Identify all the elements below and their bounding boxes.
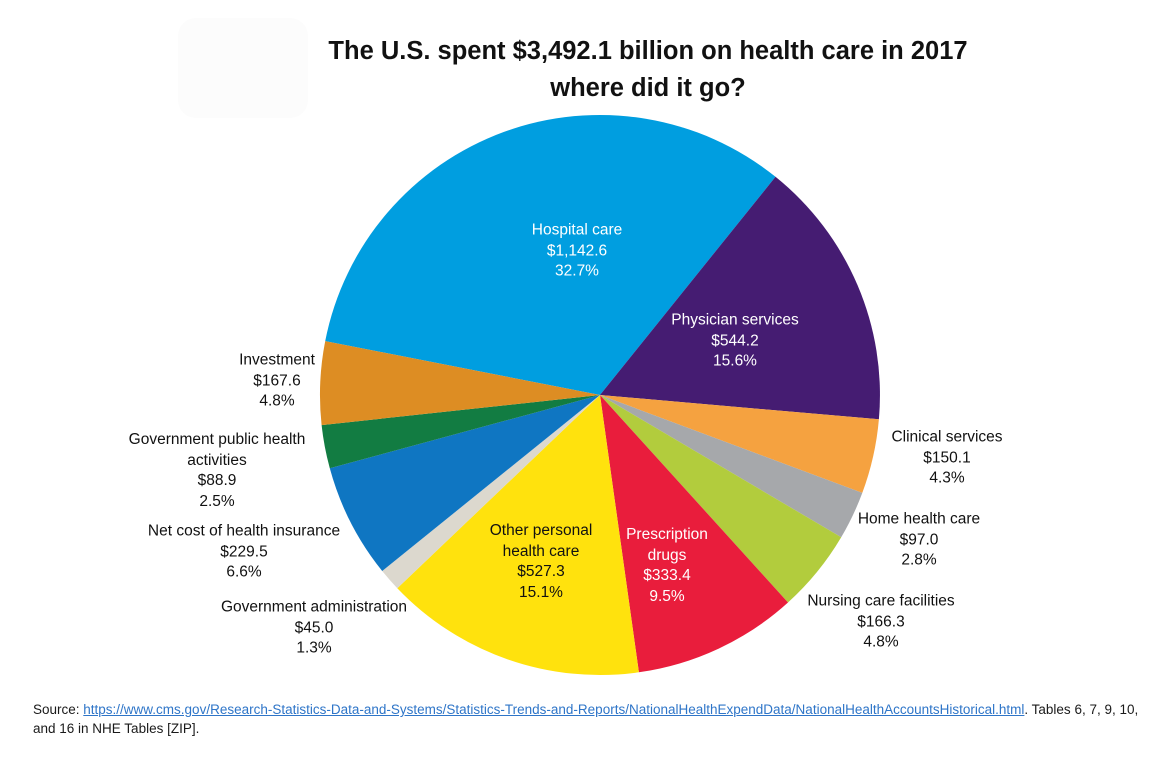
slice-percent: 15.6%: [713, 352, 757, 370]
slice-name-line: activities: [187, 451, 247, 469]
source-citation: Source: https://www.cms.gov/Research-Sta…: [33, 700, 1143, 738]
faded-logo-artifact: [178, 18, 308, 118]
slice-label-government-administration: Government administration $45.0 1.3%: [221, 597, 407, 659]
slice-percent: 9.5%: [649, 587, 685, 605]
slice-name-line: Government public health: [128, 431, 306, 448]
slice-name-line: Prescription: [626, 526, 708, 543]
slice-percent: 4.3%: [929, 469, 965, 487]
slice-amount: $1,142.6: [546, 241, 608, 259]
slice-amount: $167.6: [253, 371, 301, 389]
slice-percent: 4.8%: [863, 633, 899, 651]
slice-amount: $97.0: [899, 530, 939, 548]
slice-label-physician-services: Physician services $544.2 15.6%: [671, 310, 799, 372]
slice-amount: $45.0: [294, 618, 334, 636]
slice-percent: 6.6%: [226, 563, 262, 581]
pie-slice-home-health-care[interactable]: [600, 395, 863, 538]
slice-label-nursing-care-facilities: Nursing care facilities $166.3 4.8%: [807, 591, 954, 653]
source-link[interactable]: https://www.cms.gov/Research-Statistics-…: [83, 702, 1025, 717]
pie-slice-government-public-health-activities[interactable]: [321, 395, 600, 469]
pie-slice-hospital-care[interactable]: [325, 114, 776, 396]
slice-name-line: Other personal: [489, 522, 593, 539]
pie-slice-net-cost-of-health-insurance[interactable]: [329, 395, 600, 571]
slice-name-line: Home health care: [857, 510, 981, 528]
slice-name-line: Net cost of health insurance: [147, 522, 341, 540]
slice-amount: $88.9: [197, 472, 237, 489]
slice-percent: 2.5%: [199, 492, 235, 510]
slice-label-home-health-care: Home health care $97.0 2.8%: [858, 509, 980, 571]
slice-amount: $527.3: [517, 563, 565, 580]
slice-amount: $229.5: [220, 542, 268, 560]
slice-percent: 4.8%: [259, 392, 295, 410]
page-title: The U.S. spent $3,492.1 billion on healt…: [328, 33, 967, 107]
slice-amount: $333.4: [643, 567, 691, 584]
slice-amount: $544.2: [711, 331, 759, 349]
slice-percent: 15.1%: [519, 583, 563, 601]
slice-label-clinical-services: Clinical services $150.1 4.3%: [891, 427, 1002, 489]
pie-slice-nursing-care-facilities[interactable]: [600, 395, 842, 603]
slice-name-line: Government administration: [220, 598, 408, 616]
slice-name-line: Investment: [239, 351, 315, 369]
page-title-line-2: where did it go?: [550, 74, 746, 102]
slice-name-line: drugs: [647, 546, 687, 564]
page-title-line-1: The U.S. spent $3,492.1 billion on healt…: [328, 37, 968, 65]
pie-slice-physician-services[interactable]: [600, 176, 880, 420]
slice-name-line: Nursing care facilities: [807, 592, 955, 610]
pie-slice-government-administration[interactable]: [382, 395, 600, 589]
source-suffix: . Tables 6, 7, 9, 10, and 16 in NHE Tabl…: [33, 702, 1139, 736]
slice-label-prescription-drugs: Prescription drugs $333.4 9.5%: [626, 525, 708, 607]
slice-percent: 1.3%: [296, 639, 332, 657]
slice-name-line: Hospital care: [531, 221, 623, 239]
slice-amount: $166.3: [857, 612, 905, 630]
pie-slice-prescription-drugs[interactable]: [600, 395, 788, 673]
source-prefix: Source:: [33, 702, 84, 717]
slice-label-government-public-health-activities: Government public health activities $88.9 2…: [129, 430, 306, 512]
pie-slice-investment[interactable]: [319, 341, 600, 426]
slice-name-line: health care: [502, 542, 580, 560]
slice-label-investment: Investment $167.6 4.8%: [239, 350, 315, 412]
slice-name-line: Clinical services: [891, 428, 1003, 446]
slice-label-other-personal-health-care: Other personal health care $527.3 15.1%: [490, 521, 593, 603]
slice-percent: 2.8%: [901, 551, 937, 569]
slice-label-net-cost-of-health-insurance: Net cost of health insurance $229.5 6.6%: [148, 521, 340, 583]
slice-label-hospital-care: Hospital care $1,142.6 32.7%: [532, 220, 622, 282]
slice-amount: $150.1: [923, 448, 971, 466]
pie-slice-other-personal-health-care[interactable]: [397, 395, 639, 676]
slice-percent: 32.7%: [555, 262, 599, 280]
slice-name-line: Physician services: [671, 311, 799, 329]
pie-slice-clinical-services[interactable]: [600, 395, 879, 493]
